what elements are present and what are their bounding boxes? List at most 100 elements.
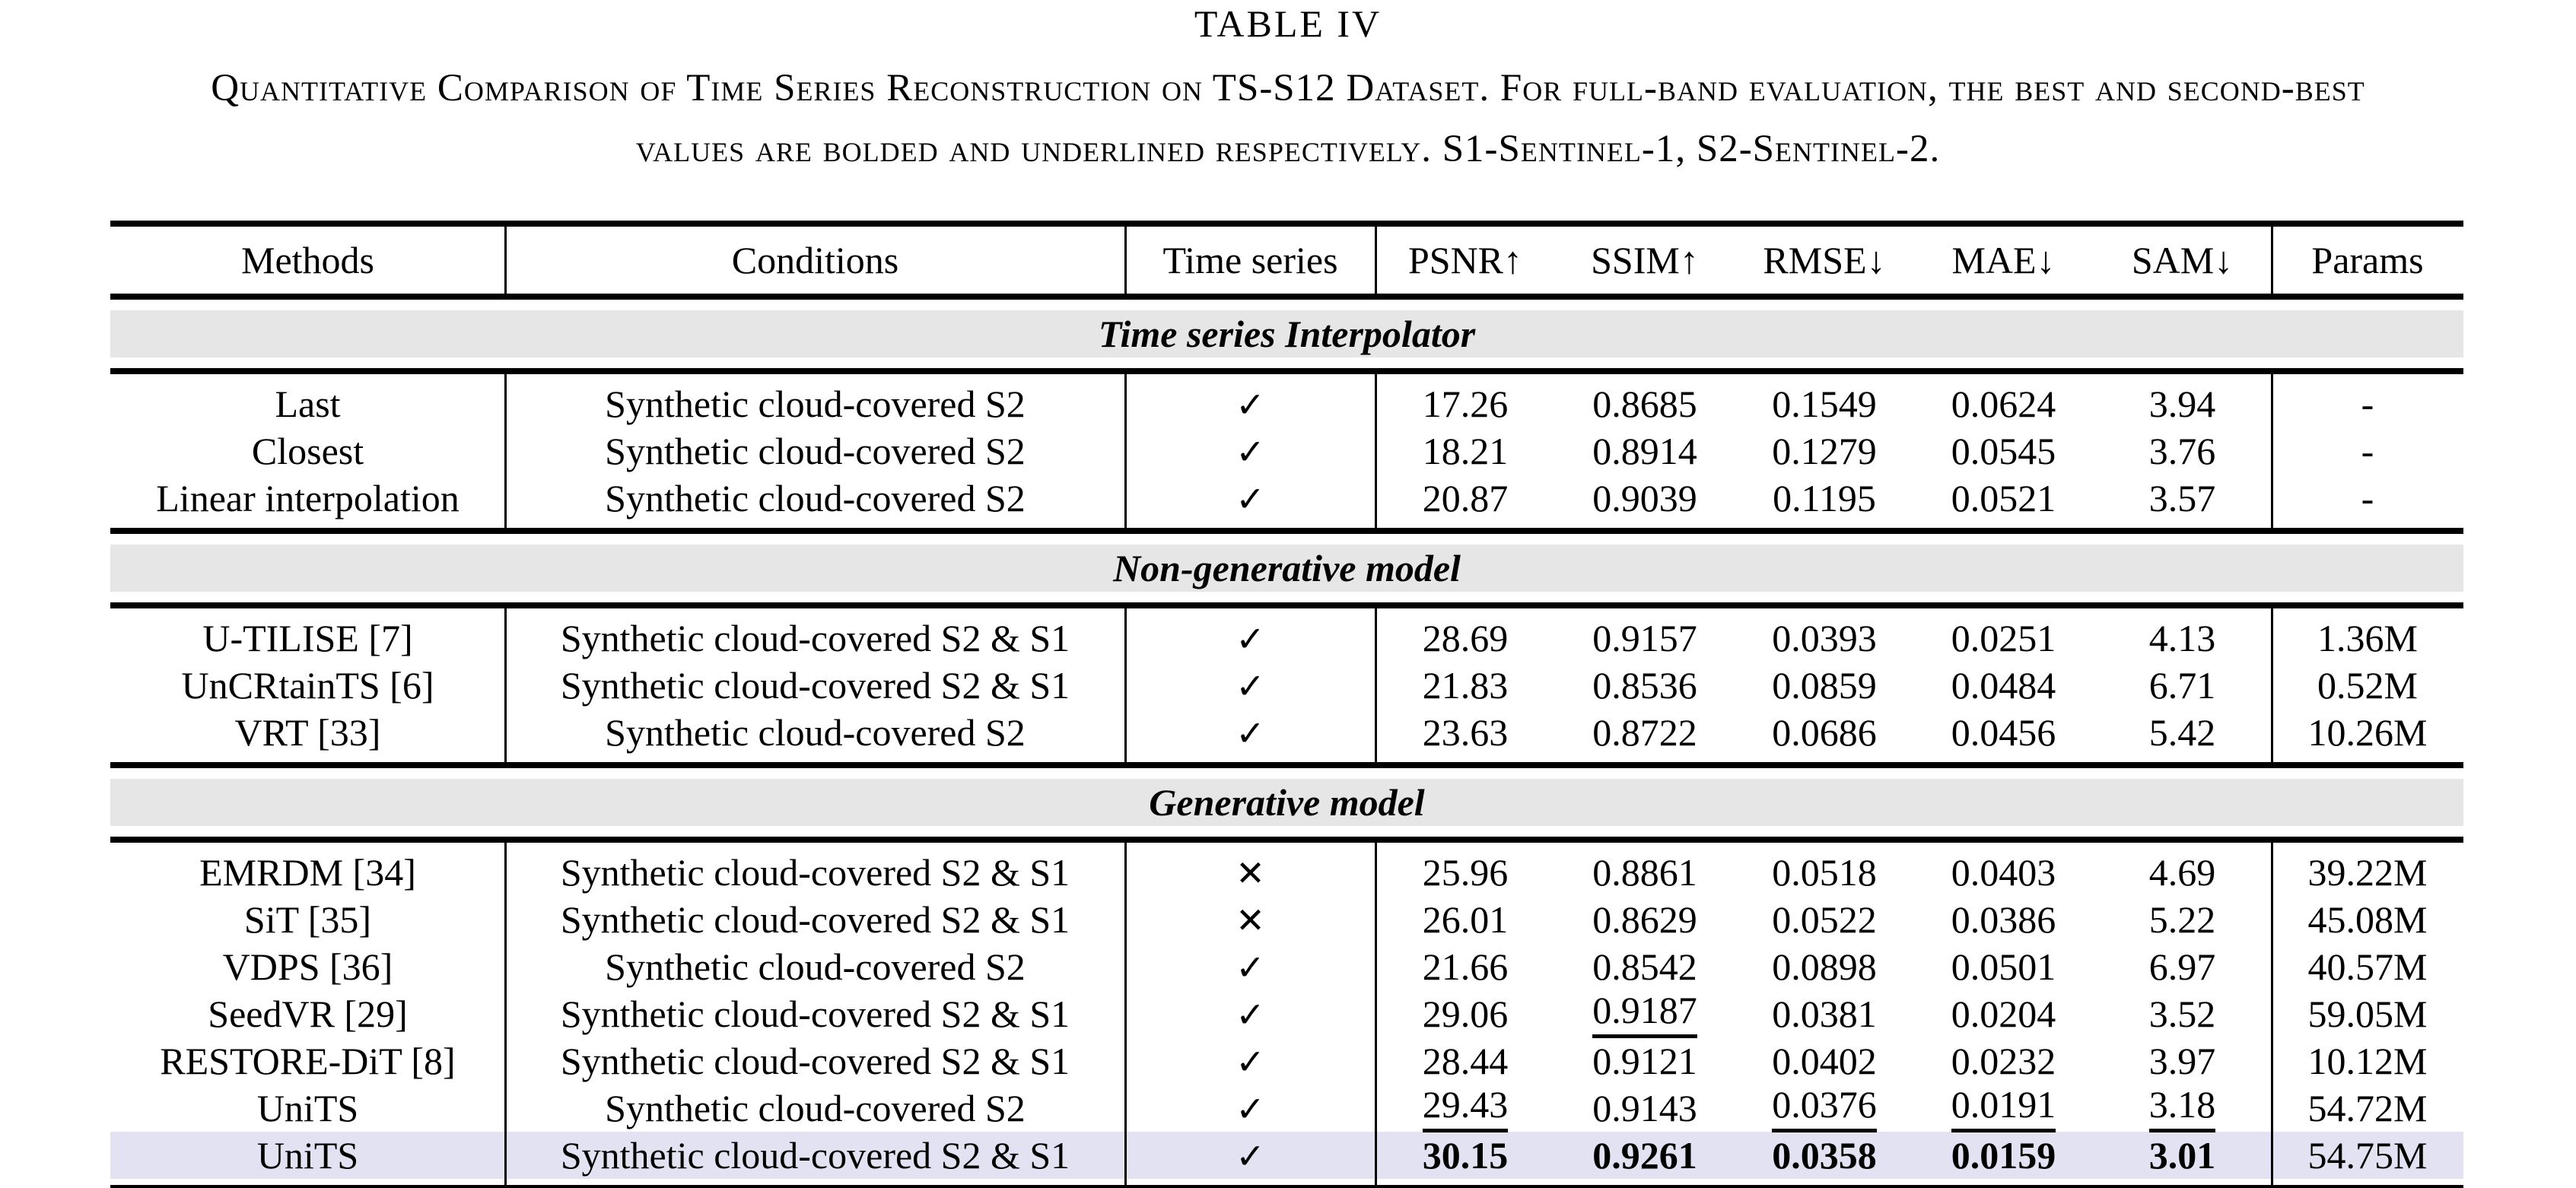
cell-psnr: 21.83 — [1422, 663, 1509, 707]
column-separator — [504, 227, 507, 294]
cell-sam: 3.57 — [2148, 476, 2216, 519]
cell-rmse: 0.0518 — [1772, 850, 1877, 894]
check-icon: ✓ — [1236, 618, 1265, 659]
comparison-table: Methods Conditions Time series PSNR↑ SSIM↑ RM… — [110, 221, 2463, 1188]
cross-icon: ✕ — [1236, 899, 1265, 941]
table-row: RESTORE-DiT [8] Synthetic cloud-covered S… — [110, 1037, 2463, 1085]
column-header-time_series: Time series — [1162, 239, 1338, 281]
second-best-value: 29.43 — [1422, 1085, 1509, 1132]
cell-rmse: 0.0358 — [1735, 1136, 1914, 1176]
table-title: TABLE IV — [1194, 2, 1382, 45]
cell-params: - — [2361, 429, 2374, 472]
cell-mae: 0.0521 — [1951, 476, 2056, 519]
check-icon: ✓ — [1236, 712, 1265, 754]
section-rule — [110, 762, 2463, 768]
cell-rmse: 0.1195 — [1773, 476, 1876, 519]
check-icon: ✓ — [1236, 994, 1265, 1035]
cell-psnr: 29.43 — [1375, 1085, 1555, 1132]
cell-method: EMRDM [34] — [199, 850, 416, 894]
column-header-ssim: SSIM↑ — [1591, 239, 1699, 281]
cell-condition: Synthetic cloud-covered S2 — [605, 1087, 1026, 1129]
cell-time_series: ✓ — [1125, 994, 1375, 1034]
column-header-params: Params — [2311, 239, 2424, 281]
cell-method: RESTORE-DiT [8] — [160, 1039, 456, 1082]
column-separator — [1375, 227, 1377, 294]
cell-time_series: ✓ — [1125, 384, 1375, 424]
cell-ssim: 0.8629 — [1592, 897, 1697, 941]
cell-ssim: 0.8722 — [1592, 710, 1697, 754]
cell-condition: Synthetic cloud-covered S2 & S1 — [560, 993, 1070, 1035]
cell-params: 59.05M — [2307, 993, 2428, 1035]
cell-mae: 0.0484 — [1951, 663, 2056, 707]
cell-psnr: 28.69 — [1422, 616, 1509, 659]
table-row: UnCRtainTS [6] Synthetic cloud-covered S2… — [110, 662, 2463, 709]
cell-sam: 3.18 — [2093, 1085, 2272, 1132]
check-icon: ✓ — [1236, 478, 1265, 519]
table-row: U-TILISE [7] Synthetic cloud-covered S2 &… — [110, 615, 2463, 662]
cell-ssim: 0.8914 — [1592, 429, 1697, 472]
cell-condition: Synthetic cloud-covered S2 — [605, 382, 1026, 425]
cell-psnr: 29.06 — [1422, 993, 1509, 1035]
column-separator — [1375, 374, 1377, 528]
best-value: 30.15 — [1422, 1133, 1509, 1177]
cell-method: Linear interpolation — [156, 476, 460, 519]
table-row: EMRDM [34] Synthetic cloud-covered S2 & S… — [110, 849, 2463, 896]
cell-time_series: ✓ — [1125, 431, 1375, 472]
section-header-generative-model: Generative model — [110, 779, 2463, 826]
column-header-psnr: PSNR↑ — [1407, 239, 1523, 281]
cell-ssim: 0.8685 — [1592, 382, 1697, 425]
cell-psnr: 25.96 — [1422, 850, 1509, 894]
section-rule — [110, 837, 2463, 843]
best-value: 0.0358 — [1772, 1133, 1877, 1177]
cell-time_series: ✓ — [1125, 478, 1375, 519]
cell-time_series: ✓ — [1125, 1136, 1375, 1176]
cell-params: 1.36M — [2317, 616, 2418, 659]
cell-sam: 3.01 — [2093, 1136, 2272, 1176]
column-separator — [2271, 374, 2273, 528]
column-separator — [504, 374, 507, 528]
cell-mae: 0.0232 — [1951, 1039, 2056, 1082]
cell-method: Closest — [251, 429, 364, 472]
cell-time_series: ✓ — [1125, 618, 1375, 659]
cell-condition: Synthetic cloud-covered S2 — [605, 476, 1026, 519]
table-row: SeedVR [29] Synthetic cloud-covered S2 & … — [110, 990, 2463, 1038]
cell-condition: Synthetic cloud-covered S2 & S1 — [560, 663, 1070, 707]
cell-psnr: 23.63 — [1422, 710, 1509, 754]
second-best-value: 0.9187 — [1592, 990, 1697, 1038]
column-separator — [2271, 843, 2273, 1185]
caption-line-2: values are bolded and underlined respect… — [635, 128, 1941, 170]
cell-rmse: 0.0381 — [1772, 993, 1877, 1035]
cell-method: UniTS — [256, 1087, 359, 1129]
column-separator — [1375, 843, 1377, 1185]
section-header-non-generative-model: Non-generative model — [110, 545, 2463, 592]
cell-psnr: 28.44 — [1422, 1039, 1509, 1082]
cell-time_series: ✓ — [1125, 665, 1375, 706]
cell-mae: 0.0191 — [1914, 1085, 2093, 1132]
column-separator — [1124, 843, 1127, 1185]
cell-params: 39.22M — [2307, 850, 2428, 894]
section-rule — [110, 368, 2463, 374]
cell-method: UniTS — [256, 1133, 359, 1177]
cell-psnr: 20.87 — [1422, 476, 1509, 519]
section-body: Last Synthetic cloud-covered S2 ✓ 17.26 0.86… — [110, 374, 2463, 528]
cell-condition: Synthetic cloud-covered S2 & S1 — [560, 1039, 1070, 1082]
cell-time_series: ✓ — [1125, 713, 1375, 753]
cell-time_series: ✓ — [1125, 1088, 1375, 1129]
cell-mae: 0.0456 — [1951, 710, 2056, 754]
cell-method: VRT [33] — [234, 710, 381, 754]
cross-icon: ✕ — [1236, 852, 1265, 894]
cell-time_series: ✓ — [1125, 1041, 1375, 1082]
cell-params: 10.26M — [2307, 710, 2428, 754]
table-row: VRT [33] Synthetic cloud-covered S2 ✓ 23.63… — [110, 709, 2463, 756]
table-row: UniTS Synthetic cloud-covered S2 & S1 ✓ 30.… — [110, 1132, 2463, 1179]
check-icon: ✓ — [1236, 430, 1265, 472]
cell-mae: 0.0204 — [1951, 993, 2056, 1035]
table-row: Linear interpolation Synthetic cloud-cove… — [110, 475, 2463, 522]
column-separator — [2271, 608, 2273, 762]
cell-method: UnCRtainTS [6] — [181, 663, 434, 707]
cell-method: SeedVR [29] — [208, 993, 408, 1035]
cell-sam: 4.69 — [2148, 850, 2216, 894]
cell-ssim: 0.9261 — [1555, 1136, 1735, 1176]
cell-mae: 0.0386 — [1951, 897, 2056, 941]
check-icon: ✓ — [1236, 1040, 1265, 1082]
